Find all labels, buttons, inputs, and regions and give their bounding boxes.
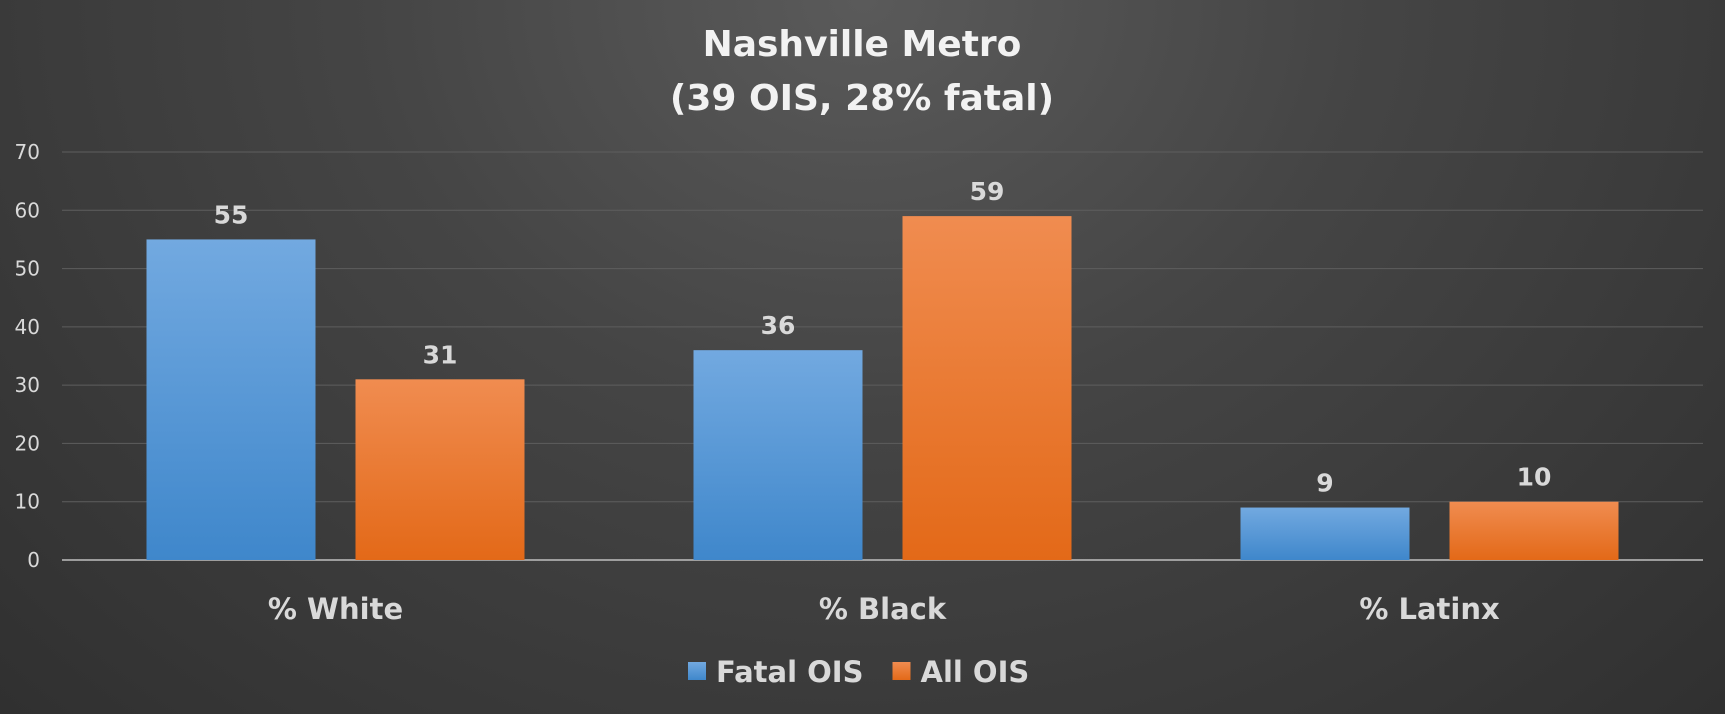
data-label: 55 <box>214 200 249 229</box>
y-tick-label: 40 <box>15 315 40 339</box>
chart-title: Nashville Metro <box>703 24 1022 65</box>
data-label: 10 <box>1517 463 1552 492</box>
y-tick-label: 30 <box>15 373 40 397</box>
y-tick-label: 20 <box>15 431 40 455</box>
x-axis-categories: % White % Black % Latinx <box>268 592 1500 626</box>
bar-fatal-ois-2 <box>693 350 863 560</box>
legend-swatch <box>892 662 911 680</box>
y-tick-label: 50 <box>15 257 40 281</box>
gridlines <box>62 151 1703 561</box>
bar-all-ois-2 <box>902 216 1072 560</box>
bar-all-ois-3 <box>1449 501 1619 560</box>
x-category-label: % White <box>268 592 403 626</box>
y-axis-ticks: 0 10 20 30 40 50 60 70 <box>15 140 40 572</box>
data-label: 59 <box>970 177 1005 206</box>
bar-fatal-ois-1 <box>146 239 316 560</box>
y-tick-label: 10 <box>15 490 40 514</box>
data-label: 9 <box>1316 469 1333 498</box>
y-tick-label: 60 <box>15 198 40 222</box>
bar-fatal-ois-3 <box>1240 507 1410 560</box>
data-label: 31 <box>423 340 458 369</box>
x-category-label: % Black <box>819 592 947 626</box>
y-tick-label: 70 <box>15 140 40 164</box>
data-labels: 55 31 36 59 9 10 <box>214 177 1552 497</box>
legend-swatch <box>688 662 706 680</box>
y-tick-label: 0 <box>27 548 40 572</box>
chart-subtitle: (39 OIS, 28% fatal) <box>670 78 1054 119</box>
legend-label: Fatal OIS <box>716 655 863 689</box>
x-category-label: % Latinx <box>1359 592 1500 626</box>
legend: Fatal OIS All OIS <box>688 655 1029 689</box>
data-label: 36 <box>761 311 796 340</box>
bars <box>146 216 1619 560</box>
bar-all-ois-1 <box>355 379 525 560</box>
legend-label: All OIS <box>921 655 1030 689</box>
